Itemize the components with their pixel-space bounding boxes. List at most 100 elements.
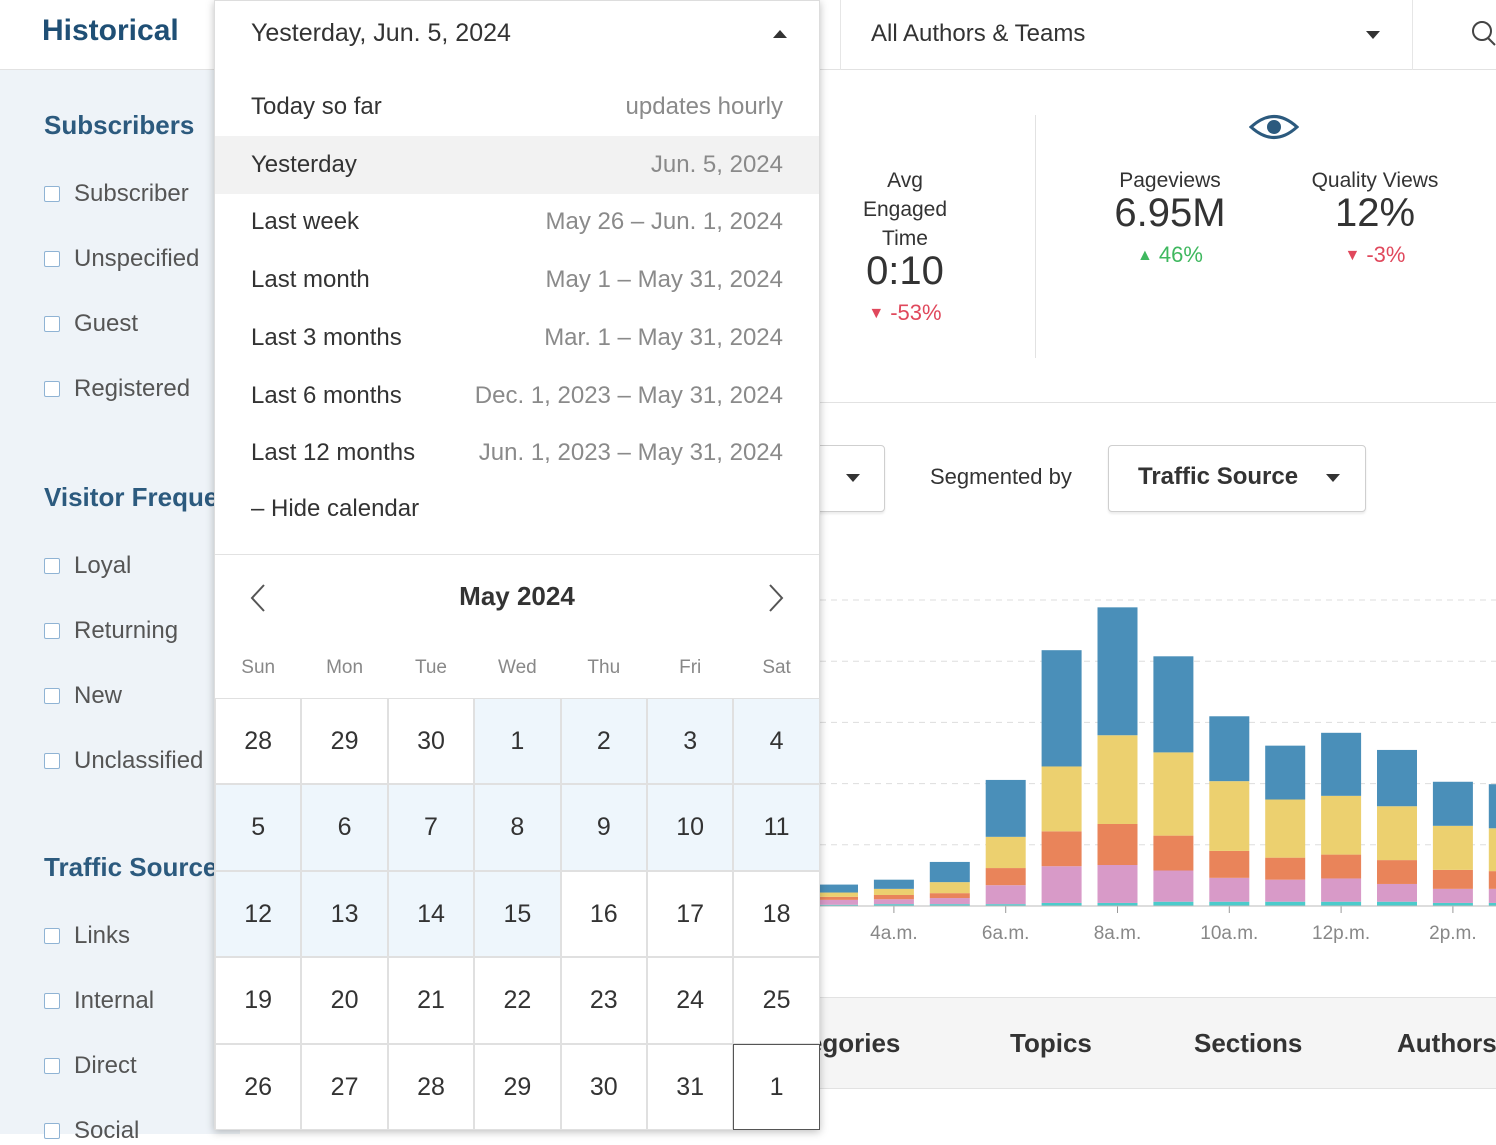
hide-calendar[interactable]: – Hide calendar xyxy=(251,495,420,522)
filter-option[interactable]: Subscriber xyxy=(44,180,189,208)
filter-label: Unclassified xyxy=(74,747,204,774)
bar-segment xyxy=(985,904,1026,906)
next-month[interactable] xyxy=(765,583,785,613)
bar-segment xyxy=(820,904,858,906)
bar-segment xyxy=(820,899,858,905)
day-cell[interactable]: 10 xyxy=(647,784,734,871)
checkbox[interactable] xyxy=(44,688,60,704)
filter-option[interactable]: Registered xyxy=(44,375,190,403)
checkbox[interactable] xyxy=(44,316,60,332)
day-cell[interactable]: 27 xyxy=(301,1043,388,1130)
filter-option[interactable]: Internal xyxy=(44,987,154,1015)
filter-option[interactable]: New xyxy=(44,682,122,710)
date-option[interactable]: Last 6 months Dec. 1, 2023 – May 31, 2024 xyxy=(215,367,819,425)
date-option[interactable]: Last month May 1 – May 31, 2024 xyxy=(215,251,819,309)
day-cell[interactable]: 14 xyxy=(387,870,475,958)
bar-segment xyxy=(820,884,858,893)
tab[interactable]: Categories xyxy=(820,1028,901,1058)
day-cell[interactable]: 22 xyxy=(474,957,561,1044)
day-cell[interactable]: 6 xyxy=(301,784,388,871)
checkbox[interactable] xyxy=(44,1058,60,1074)
checkbox[interactable] xyxy=(44,993,60,1009)
date-option[interactable]: Last 12 months Jun. 1, 2023 – May 31, 202… xyxy=(215,424,819,482)
day-cell[interactable]: 11 xyxy=(733,784,820,871)
filter-label: Returning xyxy=(74,617,179,644)
day-cell[interactable]: 19 xyxy=(215,957,302,1044)
option-range: Mar. 1 – May 31, 2024 xyxy=(544,323,783,351)
day-cell[interactable]: 30 xyxy=(387,698,475,785)
day-cell[interactable]: 13 xyxy=(301,870,388,958)
bar-segment xyxy=(873,888,914,895)
search-icon[interactable] xyxy=(1470,18,1496,48)
tab[interactable]: Topics xyxy=(1010,1028,1092,1058)
bar-segment xyxy=(1265,901,1306,906)
day-cell[interactable]: 1 xyxy=(733,1043,820,1130)
day-cell[interactable]: 29 xyxy=(301,698,388,785)
day-cell[interactable]: 15 xyxy=(474,870,561,958)
day-cell[interactable]: 18 xyxy=(733,870,820,958)
date-option[interactable]: Today so far updates hourly xyxy=(215,78,819,136)
caret xyxy=(1326,474,1340,482)
filter-option[interactable]: Links xyxy=(44,922,130,950)
day-cell[interactable]: 7 xyxy=(387,784,475,871)
day-cell[interactable]: 25 xyxy=(733,957,820,1044)
checkbox[interactable] xyxy=(44,753,60,769)
day-cell[interactable]: 4 xyxy=(733,698,820,785)
checkbox[interactable] xyxy=(44,381,60,397)
day-cell[interactable]: 28 xyxy=(215,698,302,785)
day-cell[interactable]: 30 xyxy=(560,1043,647,1130)
tab[interactable]: Sections xyxy=(1194,1028,1303,1058)
filter-option[interactable]: Guest xyxy=(44,310,138,338)
date-selector[interactable]: Yesterday, Jun. 5, 2024 xyxy=(251,19,511,47)
checkbox[interactable] xyxy=(44,251,60,267)
date-option[interactable]: Last week May 26 – Jun. 1, 2024 xyxy=(215,193,819,251)
filter-option[interactable]: Direct xyxy=(44,1052,137,1080)
bar-segment xyxy=(820,892,858,897)
filter-label: New xyxy=(74,682,123,709)
day-cell[interactable]: 12 xyxy=(215,870,302,958)
day-cell[interactable]: 24 xyxy=(647,957,734,1044)
day-cell[interactable]: 23 xyxy=(560,957,647,1044)
date-option[interactable]: Last 3 months Mar. 1 – May 31, 2024 xyxy=(215,309,819,367)
bar-segment xyxy=(1488,871,1496,889)
weekday: Mon xyxy=(326,657,364,678)
day-cell[interactable]: 16 xyxy=(560,870,647,958)
checkbox[interactable] xyxy=(44,928,60,944)
checkbox[interactable] xyxy=(44,558,60,574)
prev-month[interactable] xyxy=(249,583,269,613)
day-cell[interactable]: 8 xyxy=(474,784,561,871)
day-cell[interactable]: 9 xyxy=(560,784,647,871)
day-cell[interactable]: 20 xyxy=(301,957,388,1044)
filter-option[interactable]: Social xyxy=(44,1117,139,1145)
filter-option[interactable]: Returning xyxy=(44,617,178,645)
bar-segment xyxy=(1321,901,1362,906)
day-cell[interactable]: 2 xyxy=(560,698,647,785)
segment-dropdown[interactable]: Traffic Source xyxy=(1108,445,1366,512)
date-option[interactable]: Yesterday Jun. 5, 2024 xyxy=(215,135,819,194)
checkbox[interactable] xyxy=(44,186,60,202)
tab[interactable]: Authors xyxy=(1397,1028,1496,1058)
bar-segment xyxy=(1265,799,1306,858)
filter-label: Guest xyxy=(74,310,139,337)
section-title: Subscribers xyxy=(44,110,195,140)
day-cell[interactable]: 29 xyxy=(474,1043,561,1130)
metric-change: ▲ 46% xyxy=(1070,242,1270,268)
day-cell[interactable]: 31 xyxy=(647,1043,734,1130)
day-cell[interactable]: 1 xyxy=(474,698,561,785)
day-cell[interactable]: 17 xyxy=(647,870,734,958)
filter-option[interactable]: Unspecified xyxy=(44,245,199,273)
filter-label: Direct xyxy=(74,1052,137,1079)
filter-option[interactable]: Loyal xyxy=(44,552,131,580)
day-cell[interactable]: 28 xyxy=(387,1043,475,1130)
author-filter[interactable]: All Authors & Teams xyxy=(840,0,1413,70)
day-cell[interactable]: 3 xyxy=(647,698,734,785)
filter-label: Social xyxy=(74,1117,140,1144)
day-cell[interactable]: 26 xyxy=(215,1043,302,1130)
day-cell[interactable]: 5 xyxy=(215,784,302,871)
checkbox[interactable] xyxy=(44,623,60,639)
day-cell[interactable]: 21 xyxy=(387,957,475,1044)
filter-label: Subscriber xyxy=(74,180,189,207)
filter-option[interactable]: Unclassified xyxy=(44,747,203,775)
checkbox[interactable] xyxy=(44,1123,60,1139)
bar-segment xyxy=(929,893,970,899)
